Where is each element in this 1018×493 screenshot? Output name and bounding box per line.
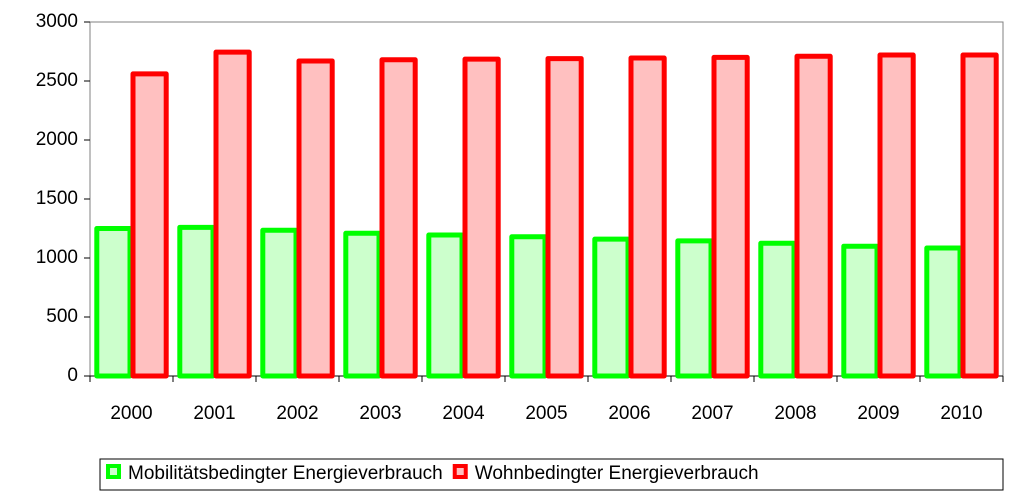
bar	[711, 54, 750, 379]
bar	[924, 245, 963, 379]
bar	[841, 243, 880, 379]
x-tick-label: 2005	[525, 403, 567, 424]
bar	[296, 58, 335, 379]
bar	[545, 56, 584, 379]
y-tick-label: 500	[46, 306, 78, 327]
bar	[960, 52, 999, 379]
bar	[758, 240, 797, 379]
y-tick-label: 3000	[36, 11, 78, 32]
x-tick-label: 2000	[110, 403, 152, 424]
x-tick-label: 2007	[691, 403, 733, 424]
x-tick-label: 2009	[857, 403, 899, 424]
x-tick-label: 2003	[359, 403, 401, 424]
x-tick-label: 2004	[442, 403, 485, 424]
y-tick-label: 2000	[36, 129, 78, 150]
x-tick-label: 2010	[940, 403, 982, 424]
x-tick-label: 2008	[774, 403, 816, 424]
legend-label: Mobilitätsbedingter Energieverbrauch	[128, 463, 443, 484]
bar	[94, 226, 133, 379]
bar	[213, 49, 252, 379]
bar	[426, 232, 465, 379]
legend-label: Wohnbedingter Energieverbrauch	[475, 463, 759, 484]
y-tick-label: 1500	[36, 188, 78, 209]
bar	[675, 238, 714, 379]
bar	[592, 236, 631, 379]
bar	[628, 55, 667, 379]
legend-box	[99, 458, 1004, 491]
bar	[794, 53, 833, 379]
x-tick-label: 2001	[193, 403, 235, 424]
bar	[343, 230, 382, 379]
bar	[509, 234, 548, 379]
legend-swatch	[452, 464, 468, 479]
bar	[462, 56, 501, 379]
x-tick-label: 2002	[276, 403, 318, 424]
y-tick-label: 2500	[36, 70, 78, 91]
bar	[379, 57, 418, 379]
bar	[130, 71, 169, 379]
y-tick-label: 0	[67, 365, 78, 386]
legend-swatch	[106, 464, 121, 479]
x-tick-label: 2006	[608, 403, 650, 424]
y-tick-label: 1000	[36, 247, 78, 268]
bar	[177, 224, 216, 379]
bar	[260, 227, 299, 379]
bar	[877, 52, 916, 379]
